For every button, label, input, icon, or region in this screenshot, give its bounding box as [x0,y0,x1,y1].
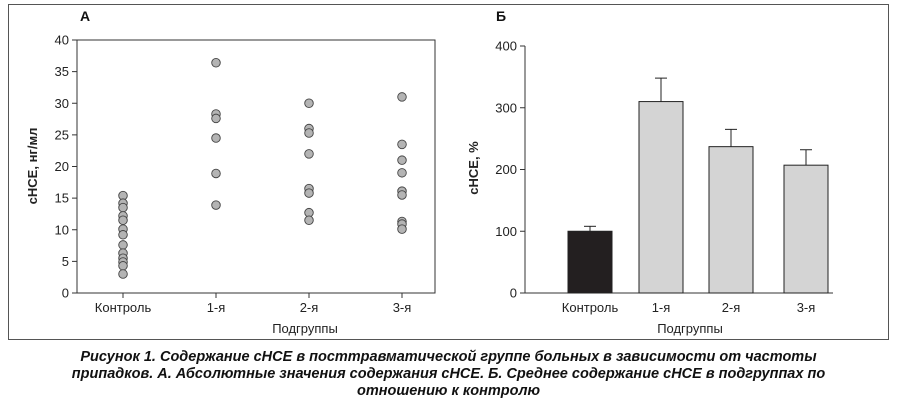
panel-a-data-point [118,269,128,279]
panel-b-bar [567,230,613,294]
panel-a-data-point [211,168,221,179]
panel-b-bar: Б сНСЕ, % Подгруппы 0 100 200 300 400 Контро… [466,8,833,336]
panel-b-x-axis-title: Подгруппы [657,321,723,336]
panel-a-data-point [118,202,128,213]
panel-b-bar [638,101,684,294]
panel-a-data-point [118,215,128,226]
panel-a-data-point [211,113,221,124]
panel-a-data-point [304,188,314,198]
panel-a-x-tick-label: 3-я [393,300,412,315]
figure-caption: Рисунок 1. Содержание сНСЕ в посттравмат… [0,349,897,400]
panel-a-data-point [397,139,407,150]
panel-b-y-axis-title: сНСЕ, % [466,141,481,195]
panel-a-data-point [118,240,128,250]
panel-b-x-tick-label: 1-я [652,300,671,315]
panel-a-data-point [397,155,407,165]
panel-b-x-tick-label: 3-я [797,300,816,315]
panel-a-data-point [397,224,407,234]
panel-a-data-point [211,200,221,210]
panel-a-data-point [211,58,221,68]
panel-b-label: Б [496,8,506,24]
panel-b-bar [708,146,754,294]
panel-a-y-tick-label: 15 [55,191,69,206]
panel-a-data-point [304,128,314,138]
panel-a-scatter: А сНСЕ, нг/мл Подгруппы 0 5 10 15 20 25 30 35 40… [25,8,436,336]
panel-a-label: А [80,8,90,24]
panel-a-y-tick-label: 40 [55,33,69,48]
panel-a-x-tick-label: 2-я [300,300,319,315]
panel-a-data-point [397,190,407,200]
panel-a-y-tick-label: 0 [62,286,69,301]
panel-a-y-tick-label: 35 [55,64,69,79]
panel-a-data-point [304,149,314,159]
panel-a-y-tick-label: 20 [55,159,69,174]
panel-a-x-axis-title: Подгруппы [272,321,338,336]
figure-charts: А сНСЕ, нг/мл Подгруппы 0 5 10 15 20 25 30 35 40… [25,8,833,336]
panel-a-data-point [211,133,221,143]
caption-line-1: Рисунок 1. Содержание сНСЕ в посттравмат… [80,349,817,365]
panel-a-data-point [397,92,407,102]
panel-b-y-tick-label: 0 [510,286,517,301]
panel-b-y-tick-label: 400 [495,39,517,54]
panel-a-y-tick-label: 10 [55,222,69,237]
caption-line-3: отношению к контролю [356,383,540,399]
panel-a-data-point [118,230,128,240]
panel-a-y-tick-label: 25 [55,127,69,142]
panel-b-x-tick-label: 2-я [722,300,741,315]
panel-a-data-point [304,215,314,226]
panel-a-y-tick-label: 5 [62,254,69,269]
panel-a-data-point [397,168,407,178]
panel-b-bar [783,164,829,294]
panel-a-data-point [304,98,314,108]
panel-a-plot-frame [76,39,436,294]
panel-a-y-axis-title: сНСЕ, нг/мл [25,128,40,205]
caption-line-2: припадков. А. Абсолютные значения содерж… [71,366,826,382]
figure-frame [8,4,889,340]
panel-b-y-tick-label: 100 [495,224,517,239]
panel-b-y-tick-label: 200 [495,162,517,177]
panel-a-x-tick-label: 1-я [207,300,226,315]
panel-a-x-tick-label: Контроль [95,300,152,315]
panel-b-y-tick-label: 300 [495,100,517,115]
panel-b-x-tick-label: Контроль [562,300,619,315]
panel-a-data-point [118,261,128,271]
panel-a-y-tick-label: 30 [55,96,69,111]
